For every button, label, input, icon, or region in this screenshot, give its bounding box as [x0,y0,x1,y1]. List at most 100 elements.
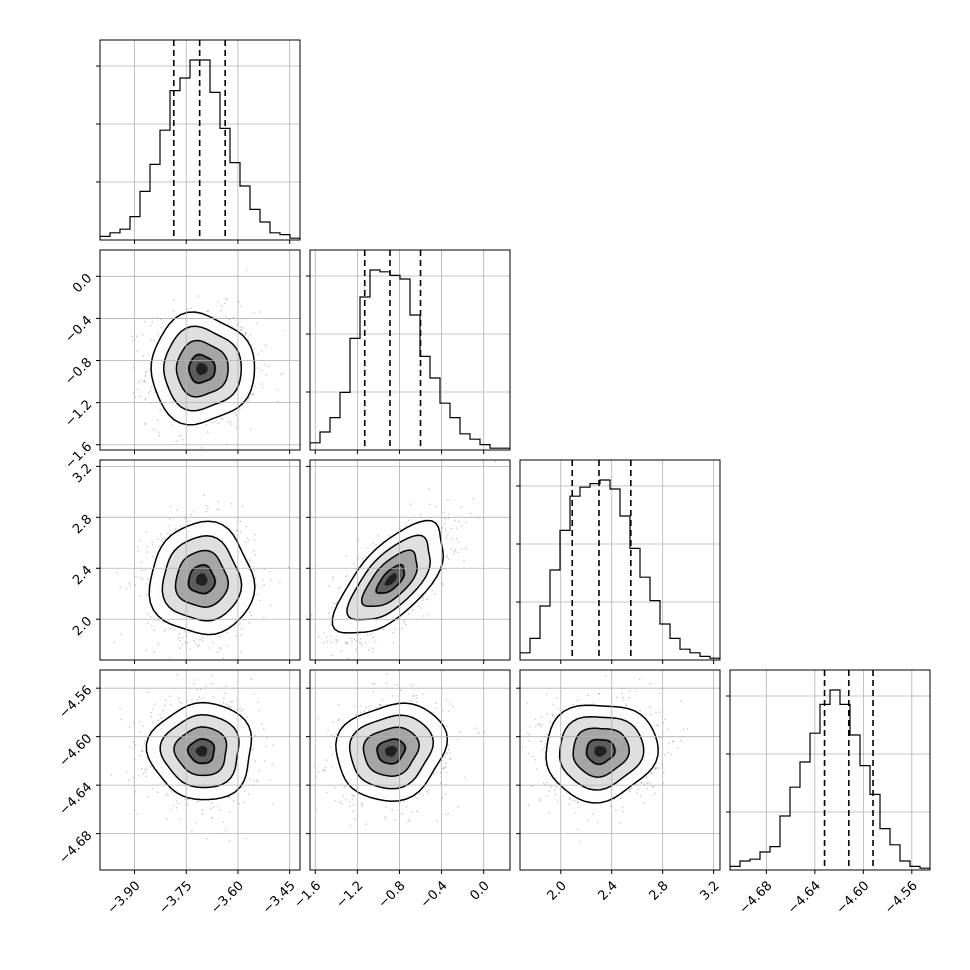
scatter-point [270,579,273,582]
scatter-point [143,320,146,323]
scatter-point [279,581,281,583]
scatter-point [371,650,373,653]
scatter-point [367,709,370,711]
scatter-point [136,813,138,815]
scatter-point [211,682,213,685]
scatter-point [198,696,200,698]
scatter-point [355,714,358,716]
scatter-point [451,706,454,708]
scatter-point [414,796,417,798]
scatter-point [212,806,215,808]
scatter-point [207,508,209,510]
scatter-point [272,744,274,746]
scatter-point [302,633,304,635]
scatter-point [323,632,325,634]
scatter-point [405,623,407,626]
scatter-point [432,711,435,713]
scatter-point [553,716,556,719]
scatter-point [184,631,187,633]
scatter-point [450,757,452,760]
scatter-point [166,532,169,534]
scatter-point [211,816,214,819]
scatter-point [349,805,351,808]
contour-line-2 [362,726,420,777]
scatter-point [454,519,457,522]
histogram-panel-2 [520,460,720,660]
scatter-point [166,818,168,820]
scatter-point [156,538,159,540]
scatter-point [329,745,332,748]
scatter-point [245,332,247,335]
scatter-point [252,393,255,396]
scatter-point [178,633,180,635]
scatter-panel-1-0 [100,250,300,491]
scatter-point [203,494,205,496]
scatter-point [329,635,332,638]
scatter-point [434,505,437,508]
scatter-point [239,707,241,709]
scatter-point [229,705,232,708]
scatter-point [359,638,362,640]
scatter-point [397,695,399,697]
scatter-point [415,697,418,699]
scatter-point [132,367,135,369]
scatter-point [361,804,364,806]
scatter-point [251,392,254,395]
scatter-point [182,438,184,441]
scatter-point [177,697,180,700]
scatter-point [138,720,141,723]
scatter-point [658,711,661,713]
panel-frame-3-0 [99,669,301,871]
scatter-point [218,646,221,649]
scatter-point [196,689,199,691]
scatter-point [431,589,433,592]
scatter-point [265,373,268,376]
scatter-point [149,324,152,327]
scatter-point [323,769,326,772]
scatter-point [539,799,542,802]
scatter-point [210,807,212,810]
scatter-point [443,767,446,769]
scatter-point [146,545,149,548]
scatter-point [514,760,516,762]
scatter-point [325,791,328,794]
scatter-point [464,548,467,550]
scatter-point [144,397,147,400]
scatter-point [260,723,263,725]
scatter-point [158,431,160,434]
scatter-point [187,641,189,644]
scatter-point [352,810,354,813]
scatter-point [381,698,384,701]
scatter-point [207,310,210,312]
scatter-point [142,725,144,727]
histogram-panel-1 [310,250,510,450]
scatter-point [382,629,385,631]
scatter-point [159,489,161,491]
scatter-point [135,576,137,578]
scatter-point [145,593,148,596]
scatter-point [649,682,651,685]
scatter-point [322,768,324,771]
scatter-point [401,812,403,815]
scatter-point [142,354,145,357]
scatter-point [212,421,214,424]
scatter-point [144,768,147,771]
scatter-point [548,812,550,814]
scatter-point [190,514,193,516]
scatter-point [373,683,376,686]
scatter-panel-3-2 [514,670,720,870]
histogram-step-2 [520,479,720,660]
scatter-point [172,310,175,312]
scatter-point [325,636,328,638]
scatter-point [247,400,249,402]
scatter-point [137,775,140,777]
scatter-point [463,776,466,779]
scatter-point [170,704,172,706]
scatter-point [144,398,146,401]
scatter-point [628,690,631,692]
scatter-point [150,765,152,768]
scatter-point [359,705,362,707]
scatter-point [433,772,435,775]
scatter-point [391,695,394,697]
